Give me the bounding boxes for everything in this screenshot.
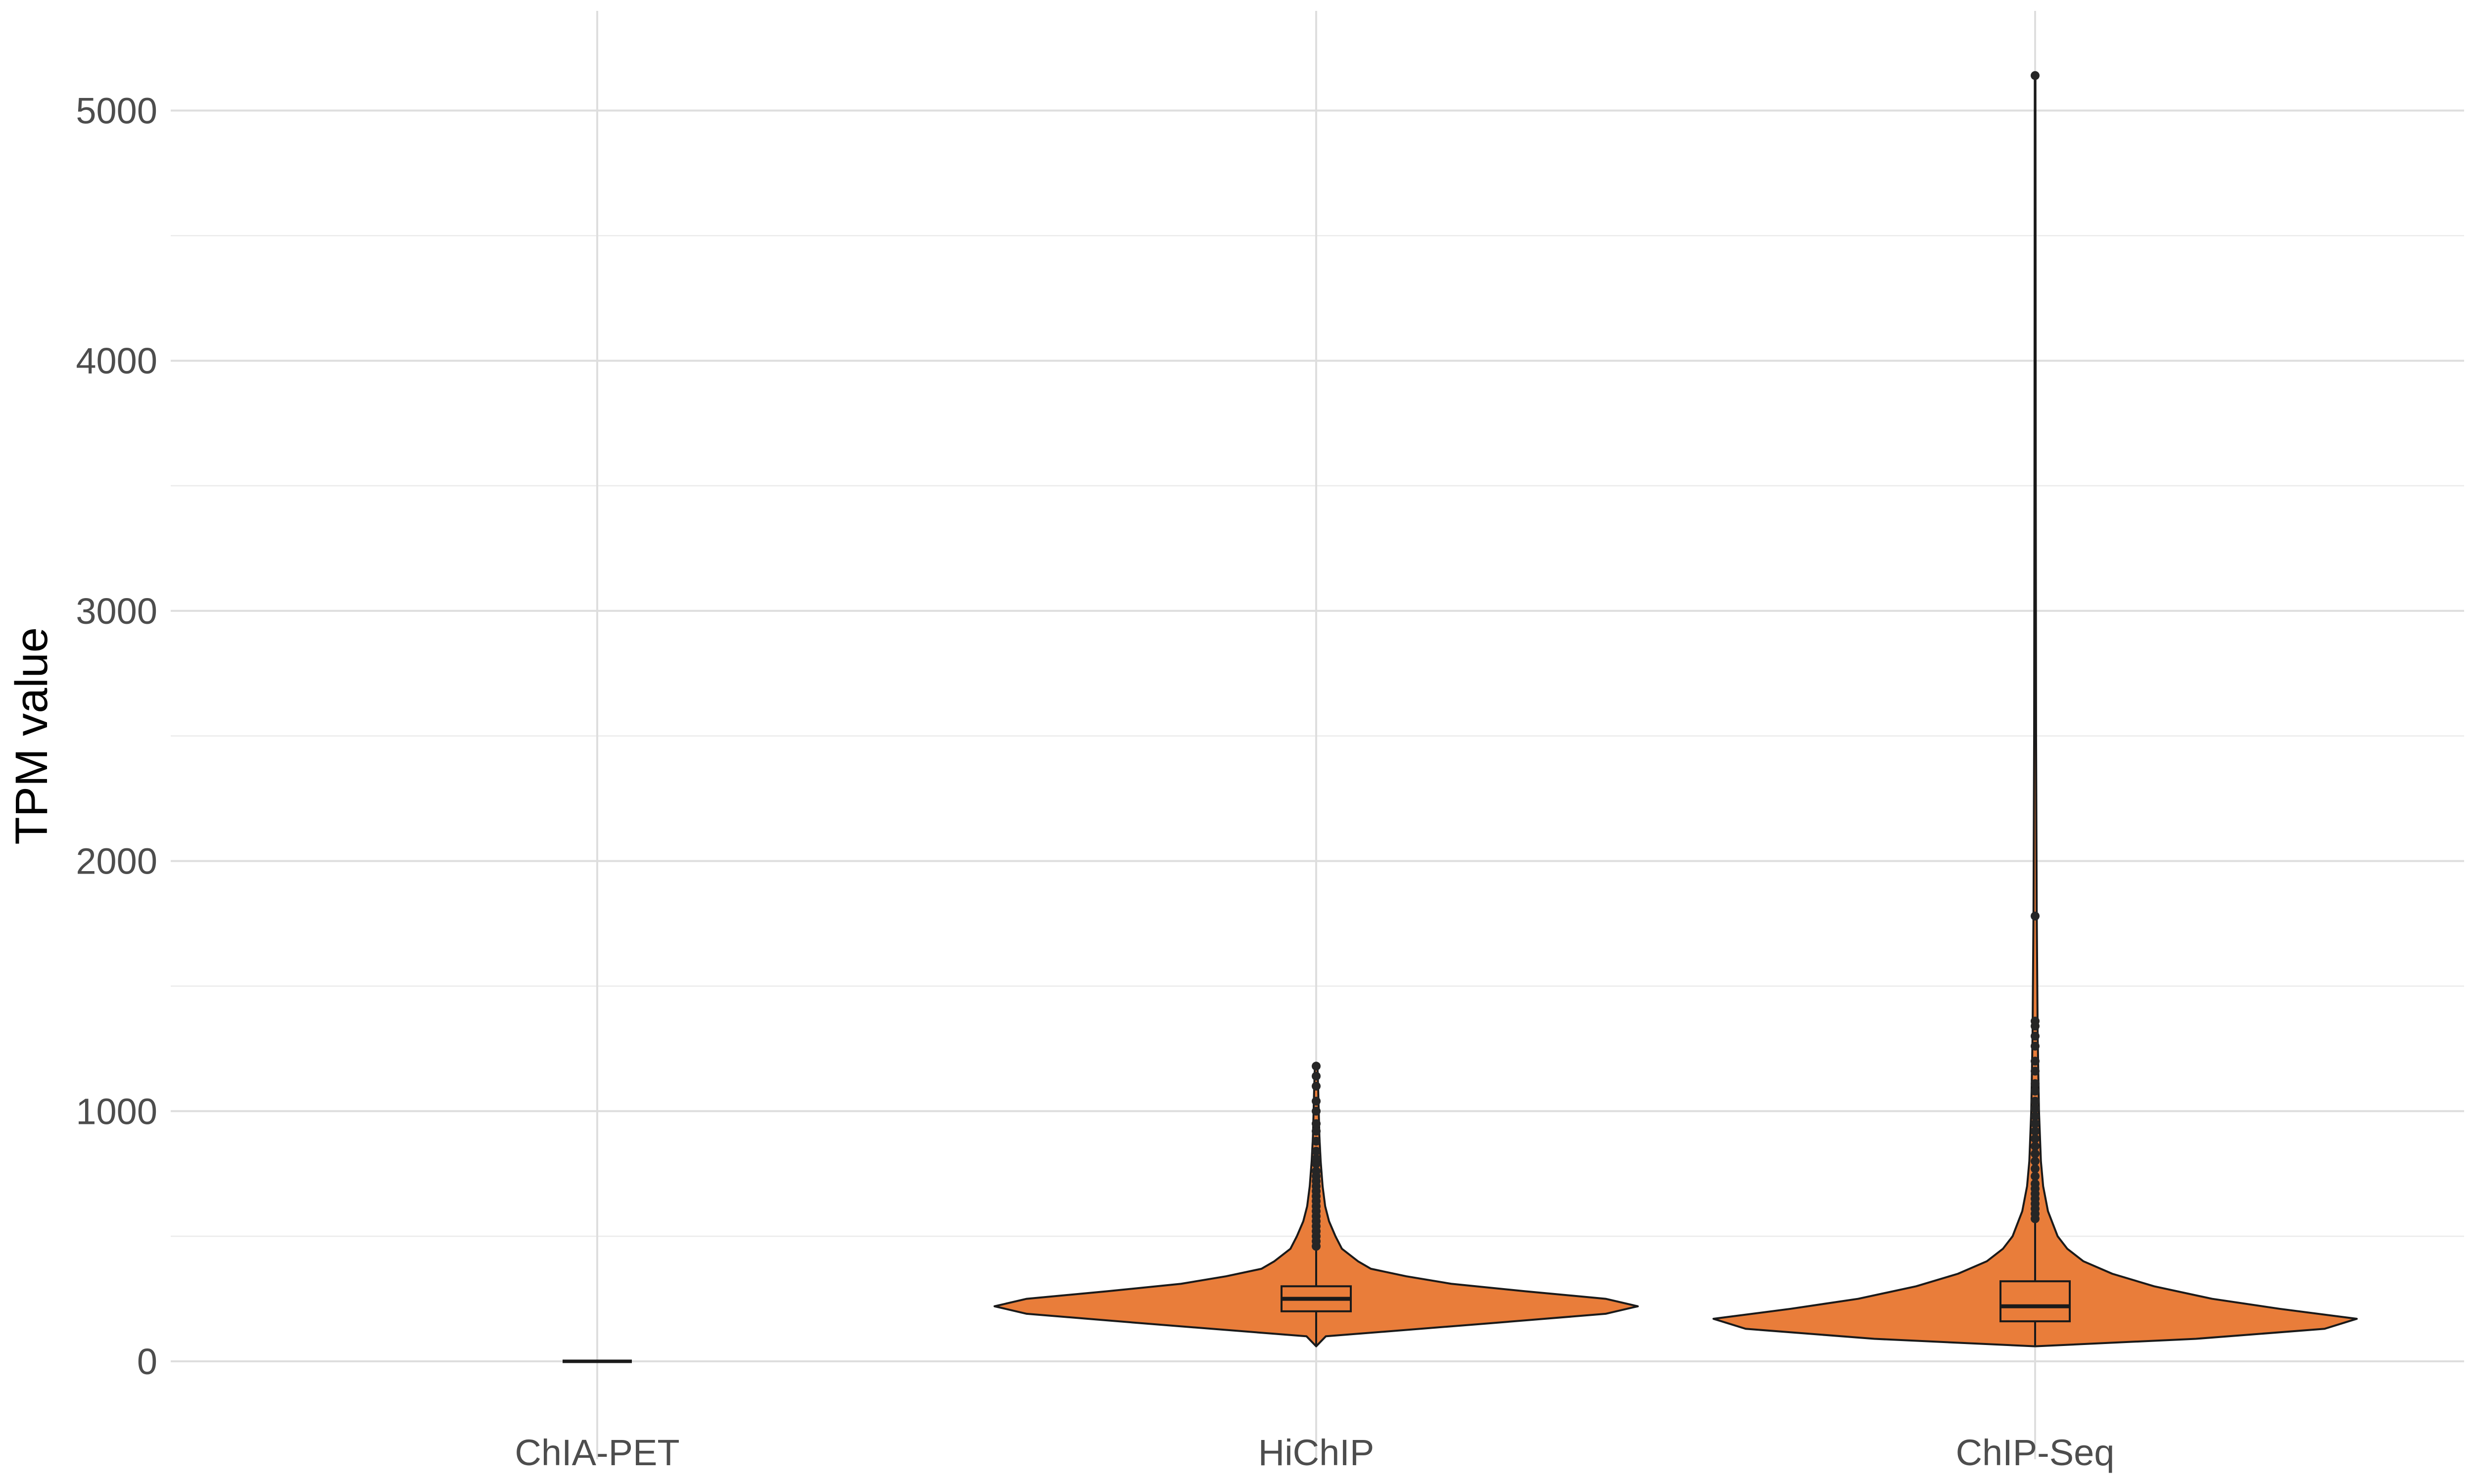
x-axis-tick-labels: ChIA-PET HiChIP ChIP-Seq bbox=[515, 1432, 2114, 1473]
y-tick-label: 2000 bbox=[76, 841, 157, 882]
outlier-point bbox=[2031, 71, 2040, 80]
box-iqr-ChIP-Seq bbox=[1999, 1280, 2071, 1323]
outlier-point bbox=[2031, 1119, 2040, 1128]
outlier-point bbox=[2031, 1112, 2040, 1121]
outlier-point bbox=[2031, 1017, 2040, 1026]
outlier-point bbox=[2031, 1079, 2040, 1088]
y-axis-tick-labels: 0 1000 2000 3000 4000 5000 bbox=[76, 91, 157, 1383]
outlier-point bbox=[2031, 1086, 2040, 1096]
outlier-point bbox=[2031, 1067, 2040, 1076]
outlier-point bbox=[2031, 1126, 2040, 1136]
outlier-point bbox=[2031, 1031, 2040, 1041]
outlier-point bbox=[2031, 1179, 2040, 1188]
outlier-point bbox=[1312, 1097, 1321, 1106]
x-tick-label: ChIP-Seq bbox=[1956, 1432, 2115, 1473]
outlier-point bbox=[1312, 1147, 1321, 1156]
outlier-points bbox=[1312, 71, 2040, 1251]
outlier-point bbox=[2031, 1149, 2040, 1159]
outlier-point bbox=[2031, 1157, 2040, 1166]
outlier-point bbox=[1312, 1107, 1321, 1116]
outlier-point bbox=[1312, 1062, 1321, 1071]
x-tick-label: ChIA-PET bbox=[515, 1432, 679, 1473]
y-tick-label: 3000 bbox=[76, 591, 157, 632]
outlier-point bbox=[2031, 1164, 2040, 1173]
y-tick-label: 4000 bbox=[76, 340, 157, 381]
boxplots bbox=[563, 1221, 2071, 1363]
violins bbox=[994, 74, 2358, 1347]
outlier-point bbox=[1312, 1136, 1321, 1146]
y-tick-label: 1000 bbox=[76, 1091, 157, 1132]
outlier-point bbox=[2031, 1104, 2040, 1113]
y-tick-label: 5000 bbox=[76, 91, 157, 132]
outlier-point bbox=[2031, 1134, 2040, 1143]
outlier-point bbox=[2031, 1097, 2040, 1106]
outlier-point bbox=[1312, 1154, 1321, 1163]
outlier-point bbox=[1312, 1119, 1321, 1128]
y-tick-label: 0 bbox=[137, 1341, 157, 1382]
outlier-point bbox=[2031, 1057, 2040, 1066]
outlier-point bbox=[2031, 1142, 2040, 1151]
outlier-point bbox=[1312, 1166, 1321, 1176]
outlier-point bbox=[1312, 1081, 1321, 1091]
outlier-point bbox=[1312, 1071, 1321, 1081]
outlier-point bbox=[2031, 1171, 2040, 1181]
outlier-point bbox=[1312, 1126, 1321, 1136]
outlier-point bbox=[2031, 1041, 2040, 1051]
y-axis-title: TPM value bbox=[6, 627, 57, 845]
outlier-point bbox=[2031, 911, 2040, 921]
x-tick-label: HiChIP bbox=[1258, 1432, 1374, 1473]
